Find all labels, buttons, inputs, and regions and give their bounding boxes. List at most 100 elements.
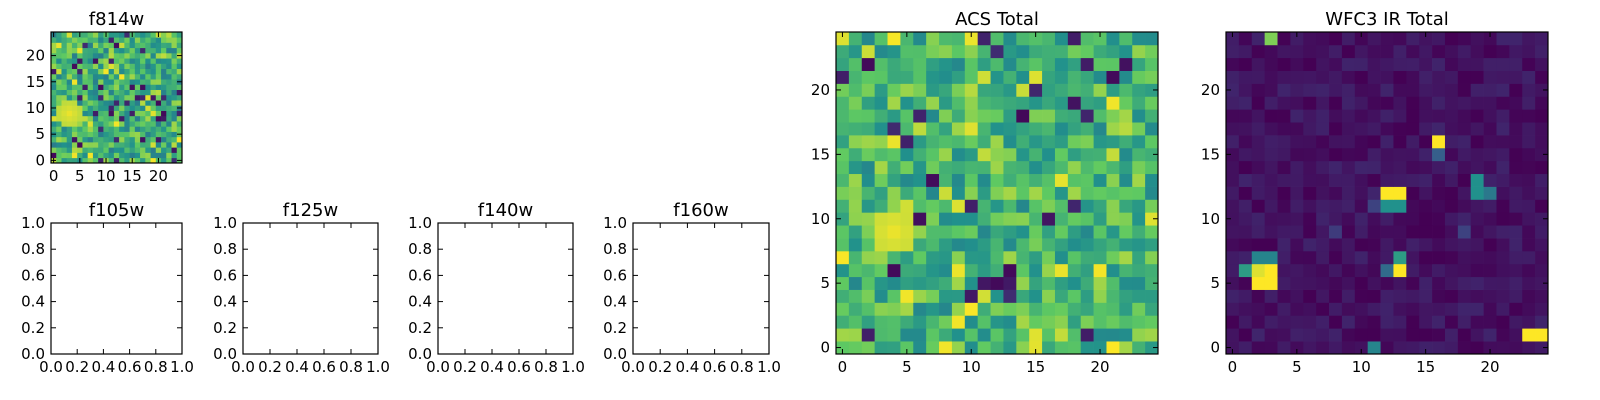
heatmap-cell [1329, 70, 1343, 84]
heatmap-cell [71, 89, 78, 96]
heatmap-cell [1277, 302, 1291, 316]
heatmap-cell [1367, 225, 1381, 239]
heatmap-cell [56, 126, 62, 132]
heatmap-cell [861, 341, 875, 355]
heatmap-cell [61, 121, 68, 127]
heatmap-cell [1238, 70, 1253, 84]
heatmap-cell [124, 32, 130, 38]
heatmap-cell [1003, 109, 1017, 123]
heatmap-cell [71, 68, 78, 75]
heatmap-cell [926, 122, 940, 136]
heatmap-cell [1251, 341, 1265, 355]
heatmap-cell [61, 147, 68, 153]
heatmap-cell [1290, 186, 1304, 200]
heatmap-cell [1145, 276, 1159, 290]
y-tick-label: 5 [35, 125, 45, 143]
heatmap-cell [1080, 212, 1094, 226]
heatmap-cell [1226, 238, 1240, 252]
x-tick-label: 0.2 [258, 358, 282, 376]
heatmap-cell [1277, 212, 1291, 226]
heatmap-cell [103, 142, 109, 148]
heatmap-cell [150, 42, 157, 49]
heatmap-cell [1303, 122, 1317, 136]
heatmap-cell [1226, 186, 1240, 200]
heatmap-cell [861, 32, 875, 46]
heatmap-cell [951, 147, 966, 162]
heatmap-cell [1393, 96, 1407, 110]
heatmap-cell [1145, 289, 1159, 303]
heatmap-cell [77, 89, 83, 96]
heatmap-cell [1483, 83, 1497, 97]
x-tick-label: 10 [96, 167, 115, 185]
heatmap-cell [1277, 289, 1291, 303]
heatmap-cell [1496, 276, 1510, 290]
heatmap-cell [1277, 250, 1291, 265]
heatmap-cell [155, 115, 162, 122]
heatmap-cell [1483, 57, 1497, 71]
heatmap-cell [874, 225, 888, 239]
heatmap-cell [77, 142, 83, 148]
heatmap-cell [1251, 289, 1265, 303]
heatmap-cell [874, 289, 888, 303]
heatmap-cell [951, 32, 966, 46]
heatmap-cell [113, 115, 120, 122]
heatmap-cell [939, 160, 953, 175]
heatmap-cell [140, 126, 146, 132]
heatmap-cell [1251, 225, 1265, 239]
heatmap-cell [98, 100, 104, 106]
heatmap-cell [1470, 44, 1484, 59]
heatmap-cell [87, 131, 94, 138]
heatmap-cell [66, 32, 73, 38]
heatmap-cell [113, 142, 120, 148]
heatmap-cell [1251, 44, 1265, 59]
y-tick-label: 0.4 [213, 293, 237, 311]
heatmap-cell [926, 250, 940, 265]
heatmap-cell [1329, 160, 1343, 175]
heatmap-cell [836, 315, 850, 329]
heatmap-cell [1522, 199, 1536, 213]
heatmap-cell [66, 84, 73, 90]
heatmap-cell [113, 126, 120, 132]
heatmap-cell [1145, 122, 1159, 136]
heatmap-cell [1145, 199, 1159, 213]
heatmap-cell [1251, 302, 1265, 316]
heatmap-cell [1329, 96, 1343, 110]
heatmap-cell [1106, 122, 1120, 136]
heatmap-cell [1119, 57, 1133, 71]
heatmap-cell [119, 152, 125, 159]
heatmap-cell [951, 328, 966, 342]
heatmap-cell [1380, 250, 1394, 265]
heatmap-cell [1093, 32, 1107, 46]
heatmap-cell [1509, 109, 1523, 123]
heatmap-cell [166, 142, 172, 148]
heatmap-cell [113, 58, 120, 64]
heatmap-cell [887, 250, 901, 265]
heatmap-cell [145, 68, 151, 75]
heatmap-cell [1406, 70, 1420, 84]
heatmap-cell [1067, 83, 1082, 97]
heatmap-cell [1341, 199, 1356, 213]
heatmap-cell [1226, 250, 1240, 265]
heatmap-cell [77, 136, 83, 143]
heatmap-cell [108, 73, 115, 80]
heatmap-cell [166, 100, 172, 106]
heatmap-cell [71, 142, 78, 148]
heatmap-cell [964, 96, 979, 110]
heatmap-cell [171, 89, 178, 96]
heatmap-cell [964, 32, 979, 46]
heatmap-cell [1496, 83, 1510, 97]
heatmap-cell [82, 47, 89, 54]
heatmap-cell [977, 96, 991, 110]
heatmap-cell [1509, 263, 1523, 278]
heatmap-cell [1238, 186, 1253, 200]
heatmap-cell [1341, 212, 1356, 226]
heatmap-cell [1054, 328, 1069, 342]
heatmap-cell [990, 160, 1004, 175]
heatmap-cell [1238, 32, 1253, 46]
heatmap-cell [913, 122, 927, 136]
heatmap-cell [161, 63, 167, 70]
heatmap-cell [82, 94, 89, 101]
x-tick-label: 0.6 [507, 358, 531, 376]
heatmap-cell [977, 238, 991, 252]
heatmap-cell [56, 42, 62, 49]
